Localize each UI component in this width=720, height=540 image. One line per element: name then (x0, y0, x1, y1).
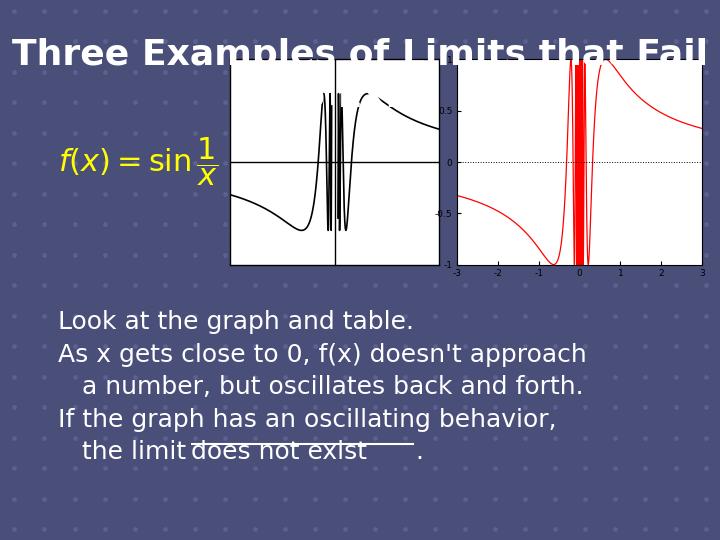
Text: Three Examples of Limits that Fail
to Exist: Three Examples of Limits that Fail to Ex… (12, 38, 708, 114)
Text: a number, but oscillates back and forth.: a number, but oscillates back and forth. (58, 375, 583, 399)
Text: As x gets close to 0, f(x) doesn't approach: As x gets close to 0, f(x) doesn't appro… (58, 343, 586, 367)
Text: $f(x) = \sin\dfrac{1}{x}$: $f(x) = \sin\dfrac{1}{x}$ (58, 136, 217, 188)
Text: does not exist: does not exist (191, 440, 366, 464)
Text: Look at the graph and table.: Look at the graph and table. (58, 310, 413, 334)
Text: .: . (415, 440, 423, 464)
Text: the limit: the limit (58, 440, 194, 464)
Text: If the graph has an oscillating behavior,: If the graph has an oscillating behavior… (58, 408, 557, 431)
